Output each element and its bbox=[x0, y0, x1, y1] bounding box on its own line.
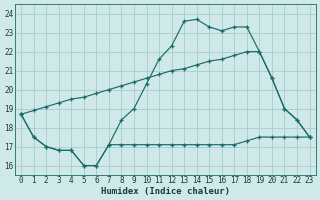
X-axis label: Humidex (Indice chaleur): Humidex (Indice chaleur) bbox=[101, 187, 230, 196]
